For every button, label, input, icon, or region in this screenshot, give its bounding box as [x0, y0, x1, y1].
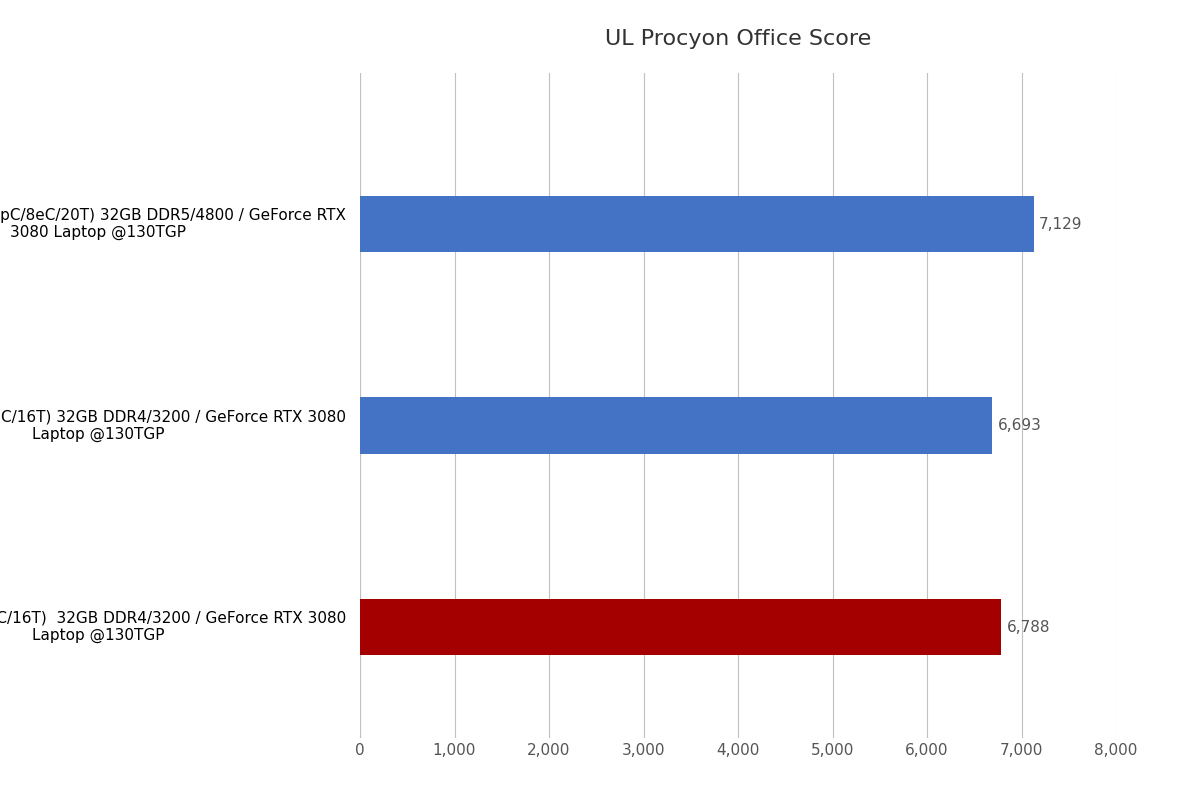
- Text: 7,129: 7,129: [1039, 217, 1082, 232]
- Bar: [360, 196, 1033, 252]
- Title: UL Procyon Office Score: UL Procyon Office Score: [605, 29, 871, 49]
- Text: 6,693: 6,693: [997, 418, 1042, 433]
- Bar: [360, 599, 1002, 655]
- Text: 6,788: 6,788: [1007, 620, 1050, 635]
- Bar: [360, 397, 992, 454]
